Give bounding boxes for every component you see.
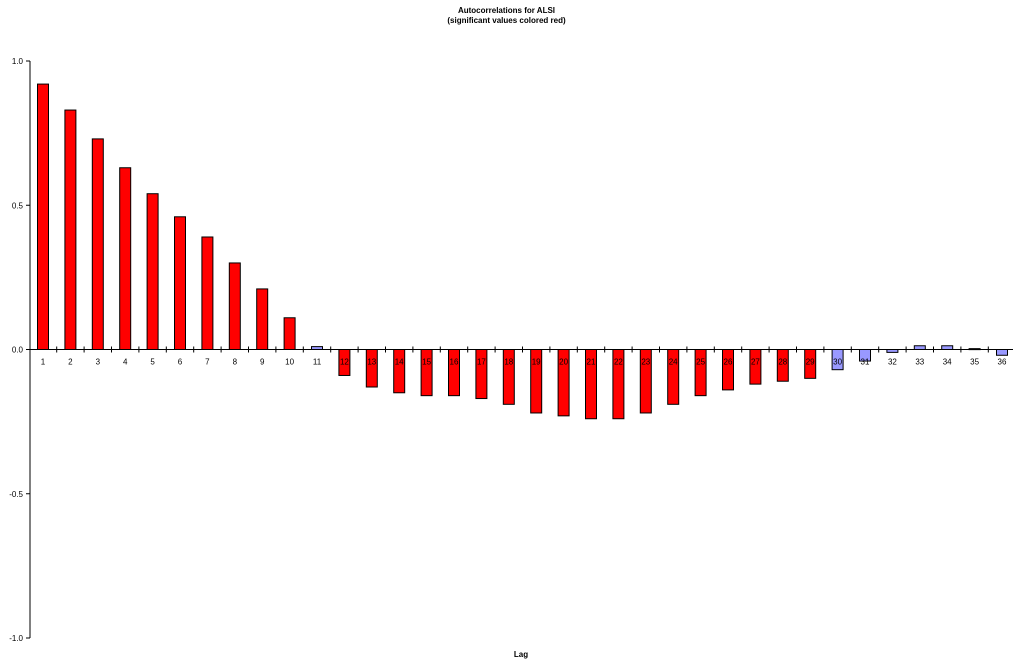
bar-lag-5 <box>146 193 159 350</box>
bar-lag-35 <box>968 348 981 351</box>
x-tick-label: 11 <box>313 358 322 367</box>
x-tick-label: 12 <box>340 358 349 367</box>
bar-lag-29 <box>804 349 817 379</box>
chart-title-block: Autocorrelations for ALSI (significant v… <box>0 6 1013 26</box>
bars <box>37 83 1008 420</box>
x-axis <box>30 346 1013 353</box>
x-tick-label: 27 <box>751 358 760 367</box>
x-tick-labels: 1 2 3 4 5 6 7 8 9 10 11 12 13 14 15 16 17 18 19 20 21 22 23 24 2… <box>41 358 1007 367</box>
x-tick-label: 28 <box>778 358 787 367</box>
x-tick-label: 1 <box>41 358 46 367</box>
x-tick-label: 14 <box>395 358 404 367</box>
bar-lag-21 <box>585 349 597 420</box>
x-tick-label: 33 <box>915 358 924 367</box>
bar-lag-24 <box>667 349 680 405</box>
x-tick-label: 9 <box>260 358 265 367</box>
y-tick-label: -1.0 <box>9 634 23 643</box>
x-tick-label: 31 <box>861 358 870 367</box>
bar-lag-1 <box>37 83 49 351</box>
bar-lag-19 <box>530 349 543 414</box>
x-axis-title: Lag <box>514 650 528 659</box>
x-tick-label: 19 <box>532 358 541 367</box>
bar-lag-33 <box>913 345 926 351</box>
x-tick-label: 34 <box>943 358 952 367</box>
x-tick-label: 13 <box>367 358 376 367</box>
chart-title: Autocorrelations for ALSI <box>457 6 556 15</box>
bar-lag-32 <box>886 349 899 353</box>
bar-lag-10 <box>283 317 296 351</box>
bar-lag-18 <box>502 349 515 405</box>
bar-lag-6 <box>174 216 186 350</box>
bar-lag-7 <box>201 236 214 350</box>
x-tick-label: 20 <box>559 358 568 367</box>
y-tick-label: 0.5 <box>12 201 24 210</box>
x-tick-label: 21 <box>587 358 596 367</box>
bar-lag-23 <box>639 349 652 414</box>
bar-lag-2 <box>64 109 77 350</box>
x-tick-label: 30 <box>833 358 842 367</box>
y-tick-label: 1.0 <box>12 57 24 66</box>
y-tick-label: 0.0 <box>12 346 24 355</box>
y-axis: 1.0 0.5 0.0 -0.5 -1.0 <box>9 57 31 643</box>
bar-lag-27 <box>749 349 762 385</box>
x-tick-label: 2 <box>68 358 73 367</box>
bar-lag-20 <box>557 349 570 417</box>
x-tick-label: 6 <box>178 358 183 367</box>
bar-lag-14 <box>393 349 406 394</box>
bar-lag-31 <box>859 349 871 362</box>
x-tick-label: 35 <box>970 358 979 367</box>
x-tick-label: 5 <box>150 358 155 367</box>
x-tick-label: 25 <box>696 358 705 367</box>
x-tick-label: 4 <box>123 358 128 367</box>
x-tick-label: 26 <box>724 358 733 367</box>
bar-lag-9 <box>256 288 269 351</box>
x-tick-label: 16 <box>450 358 459 367</box>
bar-lag-30 <box>831 349 844 371</box>
x-tick-label: 3 <box>96 358 101 367</box>
x-tick-label: 32 <box>888 358 897 367</box>
x-tick-label: 15 <box>422 358 431 367</box>
bar-lag-3 <box>91 138 104 350</box>
bar-lag-16 <box>448 349 460 397</box>
x-tick-label: 18 <box>504 358 513 367</box>
x-tick-label: 10 <box>285 358 294 367</box>
x-tick-label: 8 <box>233 358 238 367</box>
bar-lag-36 <box>996 349 1008 356</box>
chart-subtitle: (significant values colored red) <box>447 16 566 25</box>
bar-lag-17 <box>475 349 488 400</box>
bar-lag-4 <box>119 167 132 350</box>
bar-lag-12 <box>338 349 351 376</box>
bar-lag-25 <box>694 349 707 397</box>
bar-lag-26 <box>722 349 734 391</box>
bar-lag-34 <box>941 345 954 351</box>
x-tick-label: 7 <box>205 358 210 367</box>
x-tick-label: 22 <box>614 358 623 367</box>
bar-lag-8 <box>228 262 241 351</box>
x-tick-label: 17 <box>477 358 486 367</box>
x-tick-label: 29 <box>806 358 815 367</box>
x-tick-label: 36 <box>998 358 1007 367</box>
bar-lag-11 <box>311 346 323 350</box>
bar-lag-13 <box>365 349 378 388</box>
x-tick-label: 24 <box>669 358 678 367</box>
x-tick-label: 23 <box>641 358 650 367</box>
y-tick-label: -0.5 <box>9 490 23 499</box>
bar-lag-22 <box>612 349 625 420</box>
bar-lag-15 <box>420 349 433 397</box>
bar-lag-28 <box>776 349 789 382</box>
